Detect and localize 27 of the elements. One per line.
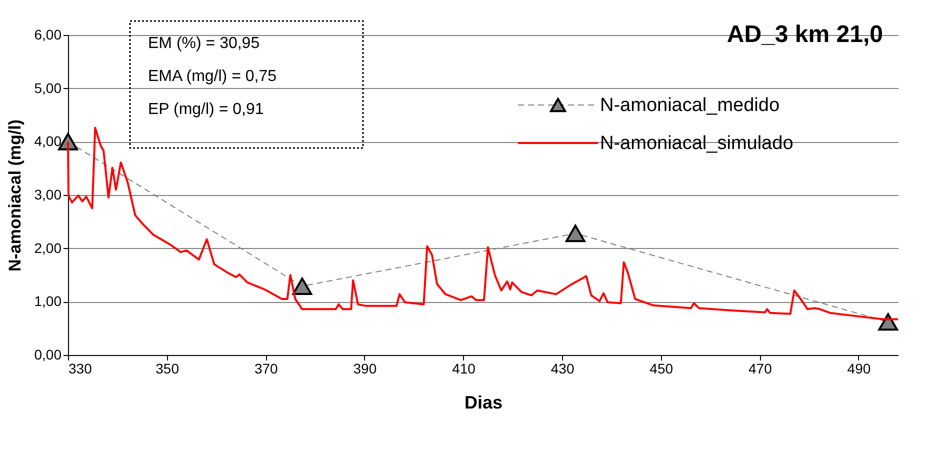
x-tick-label: 390 [353,360,377,376]
annotation: EP (mg/l) = 0,91 [148,101,264,118]
x-tick-label: 410 [452,360,476,376]
x-axis-title: Dias [464,392,503,412]
x-tick-label: 490 [847,360,871,376]
y-axis-title: N-amoniacal (mg/l) [5,119,24,272]
y-tick-label: 6,00 [34,26,62,42]
annotation: EMA (mg/l) = 0,75 [148,68,277,85]
y-tick-label: 1,00 [34,293,62,310]
x-tick-label: 330 [68,360,92,376]
x-tick-label: 350 [156,360,180,376]
y-tick-label: 5,00 [34,80,62,96]
x-tick-label: 370 [254,360,278,376]
y-tick-label: 0,00 [34,346,62,362]
chart-title: AD_3 km 21,0 [726,21,883,48]
y-tick-label: 3,00 [34,186,62,202]
x-tick-label: 450 [650,360,674,376]
x-tick-label: 430 [550,360,574,376]
legend-label: N-amoniacal_simulado [600,133,794,154]
legend-label: N-amoniacal_medido [600,95,780,116]
point [565,224,586,242]
y-tick-label: 2,00 [34,240,62,256]
y-tick-label: 4,00 [34,133,62,150]
point [292,277,312,295]
annotation: EM (%) = 30,95 [148,35,260,52]
x-tick-label: 470 [748,360,772,376]
point [878,313,898,331]
